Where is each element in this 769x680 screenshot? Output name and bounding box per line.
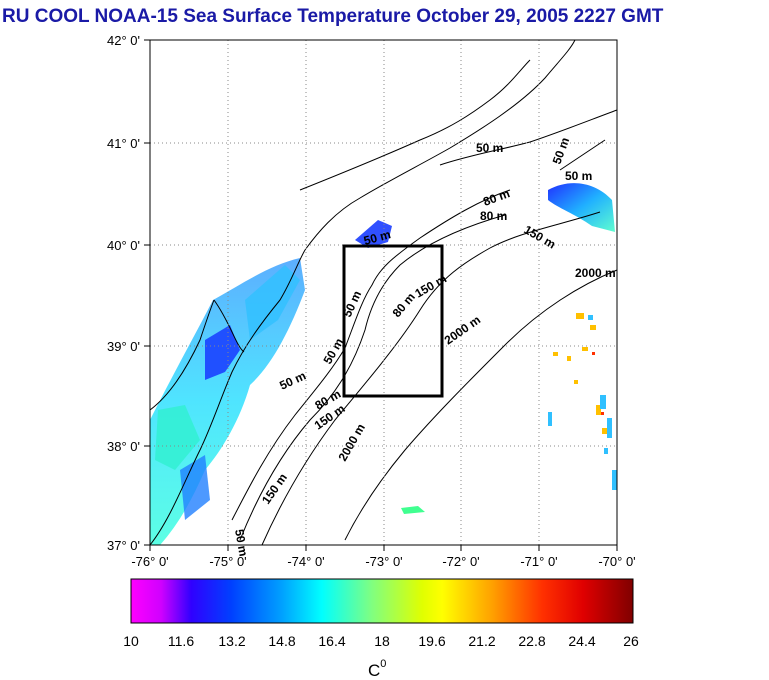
colorbar-tick: 21.2: [468, 633, 495, 649]
isobath-label: 50 m: [565, 169, 592, 183]
lon-label: -74° 0': [287, 554, 324, 569]
isobath-label: 50 m: [476, 141, 503, 155]
study-area-box: [342, 244, 444, 398]
isobath-label: 80 m: [390, 290, 418, 320]
isobath-label: 50 m: [320, 336, 346, 367]
colorbar-tick: 24.4: [568, 633, 595, 649]
lat-label: 40° 0': [107, 238, 140, 253]
isobath-label: 50 m: [277, 368, 308, 392]
colorbar-tick: 19.6: [418, 633, 445, 649]
lon-label: -73° 0': [365, 554, 402, 569]
lon-label: -76° 0': [131, 554, 168, 569]
isobath-label: 50 m: [362, 227, 392, 248]
colorbar-tick: 11.6: [168, 633, 194, 649]
colorbar-tick: 18: [374, 633, 390, 649]
latitude-labels: 42° 0' 41° 0' 40° 0' 39° 0' 38° 0' 37° 0…: [107, 33, 140, 553]
colorbar-tick: 26: [623, 633, 639, 649]
isobath-label: 80 m: [481, 186, 511, 209]
longitude-labels: -76° 0' -75° 0' -74° 0' -73° 0' -72° 0' …: [131, 554, 635, 569]
lon-label: -71° 0': [520, 554, 557, 569]
lon-label: -72° 0': [442, 554, 479, 569]
lat-label: 38° 0': [107, 439, 140, 454]
colorbar-unit: C0: [368, 658, 386, 680]
isobath-label: 50 m: [550, 136, 573, 166]
coastline-and-isobaths: [149, 39, 618, 546]
lat-label: 41° 0': [107, 136, 140, 151]
colorbar: [130, 578, 634, 624]
colorbar-tick: 22.8: [518, 633, 545, 649]
colorbar-tick: 13.2: [218, 633, 245, 649]
isobath-label: 2000 m: [335, 421, 367, 463]
colorbar-ticks: 10 11.6 13.2 14.8 16.4 18 19.6 21.2 22.8…: [123, 633, 639, 649]
lon-label: -75° 0': [209, 554, 246, 569]
page-title: RU COOL NOAA-15 Sea Surface Temperature …: [2, 6, 664, 27]
graticule: [150, 40, 617, 545]
isobath-label: 2000 m: [442, 313, 483, 348]
isobath-label: 2000 m: [575, 266, 616, 280]
lon-label: -70° 0': [598, 554, 635, 569]
lat-label: 37° 0': [107, 538, 140, 553]
lat-label: 42° 0': [107, 33, 140, 48]
isobath-label: 50 m: [232, 528, 251, 557]
isobath-label: 150 m: [522, 222, 558, 251]
colorbar-tick: 16.4: [318, 633, 345, 649]
isobath-label: 80 m: [480, 209, 507, 223]
unit-superscript: 0: [380, 658, 386, 670]
colorbar-tick: 14.8: [268, 633, 295, 649]
lat-label: 39° 0': [107, 339, 140, 354]
unit-letter: C: [368, 661, 380, 680]
isobath-label: 150 m: [413, 271, 449, 300]
map-ticks: [144, 39, 618, 551]
colorbar-tick: 10: [123, 633, 139, 649]
